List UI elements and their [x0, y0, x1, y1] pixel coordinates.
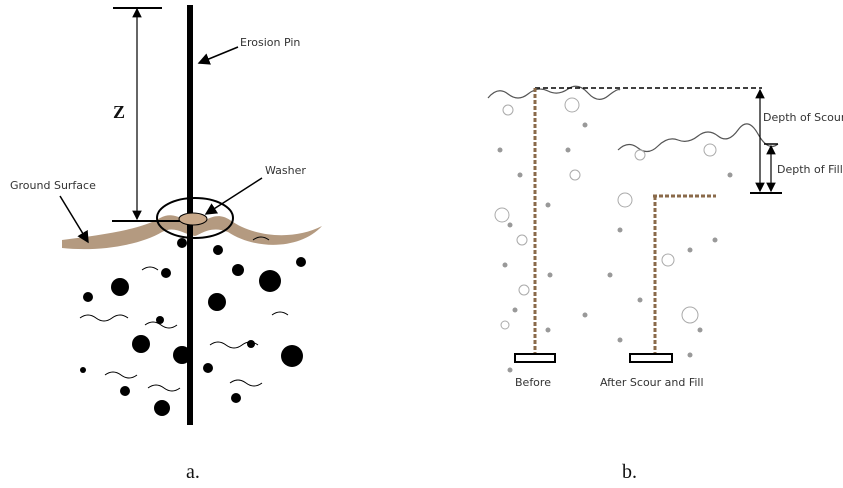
before-label: Before	[515, 376, 551, 389]
scour-label: Depth of Scour	[763, 111, 843, 124]
stones	[80, 238, 306, 416]
caption-b: b.	[622, 461, 637, 483]
original-surface	[487, 85, 621, 100]
fill-label: Depth of Fill	[777, 163, 843, 176]
new-surface	[617, 123, 779, 153]
washer-label: Washer	[265, 164, 306, 177]
z-label: Z	[113, 102, 125, 122]
ground-label: Ground Surface	[10, 179, 96, 192]
plate-after	[629, 353, 673, 363]
caption-a: a.	[186, 461, 200, 483]
pin-label: Erosion Pin	[240, 36, 300, 49]
after-label: After Scour and Fill	[600, 376, 704, 389]
ground-arrow	[59, 195, 89, 244]
panel-a: Erosion Pin Z Washer Ground Surface a.	[10, 5, 322, 483]
washer-arrow	[204, 177, 263, 215]
squiggles	[79, 236, 289, 392]
plate-before	[514, 353, 556, 363]
washer-circle	[156, 197, 234, 239]
washer	[178, 212, 208, 226]
pin-arrow	[197, 46, 239, 65]
panel-b: Depth of Scour Depth of Fill Before Afte…	[487, 85, 843, 483]
sediment	[494, 97, 733, 373]
